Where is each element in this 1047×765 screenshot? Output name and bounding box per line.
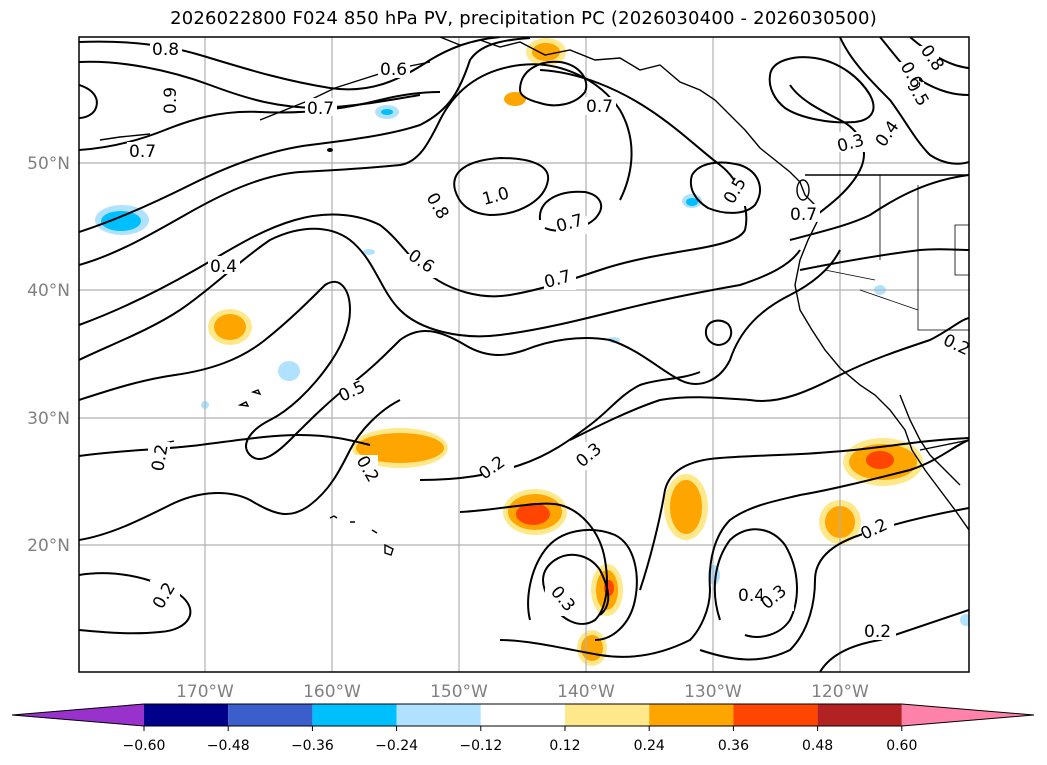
map-title: 2026022800 F024 850 hPa PV, precipitatio… [170, 8, 877, 29]
contour-label: 0.6 [380, 60, 407, 80]
colorbar-tick-label: −0.24 [375, 738, 418, 754]
colorbar-segment [565, 704, 650, 726]
lon-labels: 170°W 160°W 150°W 140°W 130°W 120°W [176, 682, 869, 702]
colorbar-segment [480, 704, 565, 726]
colorbar-tick-label: −0.12 [459, 738, 502, 754]
lat-label: 50°N [27, 154, 70, 174]
colorbar-segment [228, 704, 313, 726]
colorbar-segment [901, 704, 1034, 726]
contour-label: 0.4 [210, 257, 237, 277]
colorbar-segment [396, 704, 481, 726]
lon-label: 140°W [557, 682, 615, 702]
lon-label: 170°W [176, 682, 234, 702]
colorbar-segment [817, 704, 902, 726]
contour-labels: 0.8 0.6 0.9 0.7 0.7 0.7 1.0 0.8 0.7 0.6 … [127, 40, 973, 642]
colorbar-tick-label: −0.60 [123, 738, 166, 754]
colorbar-segment [312, 704, 397, 726]
lat-label: 40°N [27, 281, 70, 301]
colorbar-tick-label: −0.48 [207, 738, 250, 754]
lat-label: 30°N [27, 409, 70, 429]
contour-label: 0.2 [864, 622, 891, 642]
contour-label: 0.8 [152, 40, 179, 60]
lon-label: 150°W [430, 682, 488, 702]
lon-label: 130°W [684, 682, 742, 702]
contour-label: 0.7 [307, 99, 334, 119]
contour-label: 0.2 [148, 443, 172, 473]
colorbar-tick-label: 0.48 [802, 738, 833, 754]
colorbar-tick-label: 0.36 [718, 738, 749, 754]
colorbar-tick-label: 0.24 [634, 738, 665, 754]
contour-label: 0.9 [161, 87, 181, 114]
precip-negative-patches [95, 105, 969, 626]
colorbar-tick-label: −0.36 [291, 738, 334, 754]
lat-label: 20°N [27, 536, 70, 556]
contour-label: 0.4 [738, 586, 765, 606]
colorbar-ticks [143, 726, 903, 731]
contour-label: 0.7 [586, 97, 613, 117]
map-panel [79, 37, 969, 672]
lon-label: 120°W [811, 682, 869, 702]
colorbar-tick-label: 0.12 [549, 738, 580, 754]
contour-label: 0.7 [790, 205, 817, 225]
lat-labels: 50°N 40°N 30°N 20°N [27, 154, 70, 556]
colorbar-segment [733, 704, 818, 726]
contour-label: 0.7 [129, 142, 156, 162]
colorbar: −0.60 −0.48 −0.36 −0.24 −0.12 0.12 0.24 … [11, 703, 1035, 754]
colorbar-tick-label: 0.60 [886, 738, 917, 754]
colorbar-segment [144, 704, 229, 726]
colorbar-segment [12, 704, 144, 726]
lon-label: 160°W [303, 682, 361, 702]
colorbar-segment [649, 704, 734, 726]
map-frame [78, 36, 970, 673]
